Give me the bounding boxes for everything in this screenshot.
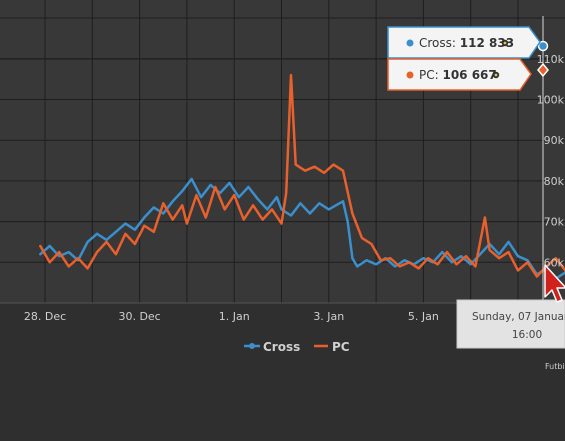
series-layer bbox=[39, 73, 565, 280]
legend-pc-label: PC bbox=[332, 340, 350, 354]
coin-icon-inner bbox=[494, 73, 498, 77]
x-tick-label: 3. Jan bbox=[313, 310, 344, 323]
legend-item-cross[interactable]: Cross bbox=[244, 340, 300, 354]
x-tick-label: 30. Dec bbox=[118, 310, 160, 323]
y-tick-label: 100k bbox=[537, 94, 565, 107]
tooltip-pc: PC: 106 667 bbox=[387, 58, 532, 91]
y-tick-label: 60k bbox=[544, 256, 565, 269]
tooltip-cross-box bbox=[387, 26, 541, 59]
legend-item-pc[interactable]: PC bbox=[314, 340, 350, 354]
date-tooltip: Sunday, 07 January,2 16:00 bbox=[456, 299, 565, 349]
y-tick-label: 110k bbox=[537, 53, 565, 66]
date-tooltip-box bbox=[456, 299, 565, 349]
tooltip-cross-dot bbox=[406, 39, 414, 47]
tooltip-pc-label: PC: 106 667 bbox=[419, 68, 497, 82]
y-tick-label: 70k bbox=[544, 216, 565, 229]
y-tick-label: 90k bbox=[544, 134, 565, 147]
legend-cross-label: Cross bbox=[263, 340, 300, 354]
x-tick-label: 1. Jan bbox=[219, 310, 250, 323]
tooltip-cross: Cross: 112 833 bbox=[387, 26, 541, 59]
date-tooltip-time: 16:00 bbox=[512, 329, 542, 341]
tooltip-pc-dot bbox=[406, 71, 414, 79]
legend-cross-marker bbox=[249, 343, 255, 349]
tooltip-cross-label: Cross: 112 833 bbox=[419, 36, 514, 50]
tooltip-pc-box bbox=[387, 58, 532, 91]
cross-hover-marker bbox=[537, 40, 549, 52]
series-line-pc bbox=[39, 73, 565, 278]
y-tick-label: 80k bbox=[544, 175, 565, 188]
credit-text: Futbi bbox=[545, 362, 565, 371]
date-tooltip-date: Sunday, 07 January,2 bbox=[472, 311, 565, 323]
legend: Cross PC bbox=[244, 340, 350, 354]
pc-hover-marker bbox=[537, 62, 549, 78]
coin-icon-inner bbox=[503, 41, 507, 45]
y-axis: 60k 70k 80k 90k 100k 110k bbox=[537, 53, 565, 269]
x-tick-label: 28. Dec bbox=[24, 310, 66, 323]
x-tick-label: 5. Jan bbox=[408, 310, 439, 323]
